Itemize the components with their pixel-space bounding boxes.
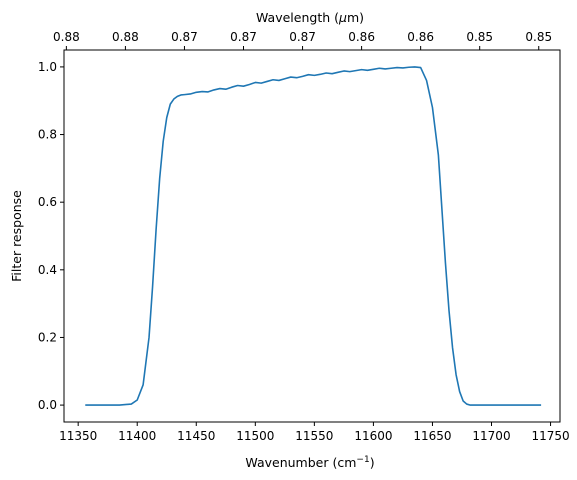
y-tick-label: 0.8: [38, 128, 57, 142]
y-tick-label: 0.6: [38, 195, 57, 209]
x-tick-label: 11650: [413, 429, 451, 443]
x-axis-label-close: ): [370, 455, 375, 470]
top-x-tick-label: 0.85: [466, 30, 493, 44]
x-tick-label: 11550: [295, 429, 333, 443]
plot-frame: [63, 49, 561, 423]
x-tick-label: 11750: [531, 429, 569, 443]
top-x-tick-label: 0.85: [525, 30, 552, 44]
top-x-tick-label: 0.87: [230, 30, 257, 44]
top-x-axis-label-suffix: m): [347, 10, 364, 25]
plot-area: [85, 66, 542, 406]
y-tick-label: 0.4: [38, 263, 57, 277]
x-tick-label: 11450: [177, 429, 215, 443]
top-x-axis-label: Wavelength (μm): [256, 10, 364, 25]
series-line-0: [85, 66, 542, 406]
x-tick-label: 11350: [59, 429, 97, 443]
y-tick-label: 0.0: [38, 398, 57, 412]
x-axis-label-exponent: −1: [356, 455, 369, 465]
x-tick-label: 11700: [472, 429, 510, 443]
top-x-axis-label-mu: μ: [338, 10, 347, 25]
x-tick-label: 11400: [118, 429, 156, 443]
x-axis-label: Wavenumber (cm−1): [245, 455, 374, 470]
top-x-tick-label: 0.87: [171, 30, 198, 44]
y-tick-label: 1.0: [38, 60, 57, 74]
y-tick-label: 0.2: [38, 330, 57, 344]
top-x-tick-label: 0.88: [112, 30, 139, 44]
top-x-tick-label: 0.87: [289, 30, 316, 44]
top-x-tick-label: 0.86: [348, 30, 375, 44]
top-x-tick-label: 0.88: [53, 30, 80, 44]
top-x-axis-label-prefix: Wavelength (: [256, 10, 339, 25]
top-x-tick-label: 0.86: [407, 30, 434, 44]
x-tick-label: 11500: [236, 429, 274, 443]
x-tick-label: 11600: [354, 429, 392, 443]
x-axis-label-main: Wavenumber (cm: [245, 455, 356, 470]
axis-ticks: 11350 11400 11450 11500 11550 11600 11650 11700…: [38, 30, 570, 443]
y-axis-label: Filter response: [9, 190, 24, 282]
